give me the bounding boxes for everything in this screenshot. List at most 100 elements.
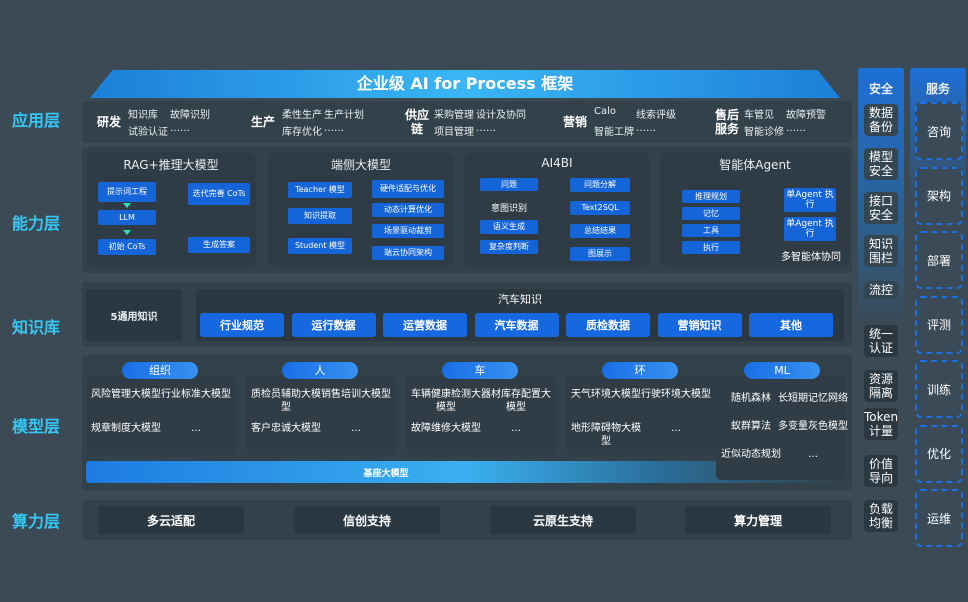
- app-item: 线索评级: [636, 110, 676, 121]
- model-item: 故障维修大模型: [411, 423, 481, 434]
- model-tag: 环: [602, 362, 678, 379]
- edge-side: 硬件适配与优化: [372, 180, 444, 198]
- title-banner: 企业级 AI for Process 框架: [90, 70, 840, 98]
- app-item: 试验认证: [128, 127, 168, 138]
- edge-side: 端云协同架构: [372, 246, 444, 260]
- app-item: 智能工牌: [594, 127, 634, 138]
- agent-title: 智能体Agent: [719, 158, 791, 172]
- model-tag: 车: [442, 362, 518, 379]
- model-item: 地形障碍物大模型: [571, 423, 641, 447]
- ai4bi-right: 总结结果: [570, 224, 630, 238]
- compute-item: 云原生支持: [490, 506, 636, 534]
- app-item: 生产计划: [324, 110, 364, 121]
- edge-step: Student 模型: [288, 238, 352, 254]
- edge-side: 动态计算优化: [372, 203, 444, 217]
- model-item: …: [511, 423, 521, 434]
- model-item: 车辆健康检测大模型: [411, 389, 481, 413]
- compute-item: 信创支持: [294, 506, 440, 534]
- security-item: 知识围栏: [864, 235, 898, 267]
- app-item: 知识库: [128, 110, 158, 121]
- model-item: 销售培训大模型: [321, 389, 391, 400]
- app-item: 采购管理: [434, 110, 474, 121]
- rag-step: LLM: [98, 210, 156, 225]
- layer-label-knowledge: 知识库: [12, 318, 61, 337]
- model-card: [246, 375, 396, 455]
- ai4bi-right: 问题分解: [570, 178, 630, 192]
- ai4bi-left: 问题: [480, 178, 538, 191]
- knowledge-item: 其他: [749, 313, 833, 337]
- app-item: 车管见: [744, 110, 774, 121]
- app-item: 设计及协同: [476, 110, 526, 121]
- app-item: 项目管理: [434, 127, 474, 138]
- layer-label-app: 应用层: [12, 111, 61, 130]
- knowledge-item: 营销知识: [657, 313, 742, 337]
- model-item: 规章制度大模型: [91, 423, 161, 434]
- app-item: 智能诊修: [744, 127, 784, 138]
- app-group: 售后服务 车管见 故障预警 智能诊修……: [714, 106, 826, 138]
- model-item: 器材库存配置大模型: [481, 389, 551, 413]
- compute-item: 多云适配: [98, 506, 244, 534]
- app-item: ……: [170, 123, 190, 134]
- rag-title: RAG+推理大模型: [123, 158, 219, 172]
- model-item: 多变量灰色模型: [778, 421, 848, 432]
- ai4bi-left: 意图识别: [490, 204, 527, 214]
- model-item: 随机森林: [731, 393, 771, 404]
- rag-step: 初始 CoTs: [98, 239, 156, 255]
- app-item: 柔性生产: [282, 110, 322, 121]
- service-title: 服务: [925, 82, 950, 96]
- app-items: 知识库 故障识别 试验认证……: [128, 106, 210, 138]
- security-item: 统一认证: [864, 325, 898, 357]
- security-item: 负载均衡: [864, 500, 898, 532]
- service-item: 评测: [915, 295, 963, 354]
- model-tag: 组织: [122, 362, 198, 379]
- model-card: [406, 375, 556, 455]
- model-item: 风险管理大模型: [91, 389, 161, 400]
- app-group: 营销 Calo 线索评级 智能工牌……: [560, 106, 676, 138]
- security-item: 资源隔离: [864, 370, 898, 402]
- rag-step: 迭代完善 CoTs: [188, 183, 250, 205]
- edge-title: 端侧大模型: [330, 158, 391, 172]
- layer-label-capability: 能力层: [12, 214, 61, 233]
- app-items: 柔性生产 生产计划 库存优化……: [282, 106, 364, 138]
- knowledge-item: 运营数据: [383, 313, 467, 337]
- model-item: …: [191, 423, 201, 434]
- model-item: …: [671, 423, 681, 434]
- agent-item: 执行: [682, 241, 740, 254]
- model-item: 天气环境大模型: [571, 389, 641, 400]
- general-knowledge: 5通用知识: [86, 289, 182, 341]
- agent-exec: 单Agent 执行: [784, 217, 836, 241]
- app-item: Calo: [594, 106, 617, 117]
- app-item: ……: [636, 123, 656, 134]
- agent-item: 工具: [682, 224, 740, 237]
- ai4bi-left: 复杂度判断: [480, 240, 538, 254]
- app-items: Calo 线索评级 智能工牌……: [594, 106, 676, 138]
- model-item: 长短期记忆网络: [778, 393, 848, 404]
- service-item: 优化: [915, 424, 963, 483]
- rag-step: 生成答案: [188, 237, 250, 253]
- model-item: 蚁群算法: [731, 421, 771, 432]
- agent-item: 推理规划: [682, 190, 740, 203]
- edge-step: Teacher 模型: [288, 182, 352, 198]
- compute-item: 算力管理: [685, 506, 831, 534]
- security-item: Token计量: [864, 408, 899, 440]
- knowledge-item: 汽车数据: [474, 313, 559, 337]
- app-group: 生产 柔性生产 生产计划 库存优化……: [248, 106, 364, 138]
- agent-exec: 单Agent 执行: [784, 188, 836, 212]
- auto-knowledge-title: 汽车知识: [498, 293, 542, 306]
- model-item: 行驶环境大模型: [641, 389, 711, 400]
- base-model: 基座大模型: [363, 469, 409, 479]
- app-item: ……: [476, 123, 496, 134]
- arrow-down-icon: [123, 203, 131, 208]
- model-card: [566, 375, 716, 455]
- security-item: 接口安全: [864, 192, 898, 224]
- app-group-name: 供应链: [404, 108, 429, 136]
- app-item: ……: [786, 123, 806, 134]
- arrow-down-icon: [123, 230, 131, 235]
- app-group-name: 生产: [250, 115, 275, 129]
- layer-label-model: 模型层: [12, 417, 61, 436]
- app-items: 采购管理 设计及协同 项目管理……: [434, 106, 526, 138]
- security-title: 安全: [868, 82, 893, 96]
- layer-label-compute: 算力层: [12, 512, 61, 531]
- ai4bi-left: 语义生成: [480, 220, 538, 234]
- model-item: 近似动态规划: [721, 449, 781, 460]
